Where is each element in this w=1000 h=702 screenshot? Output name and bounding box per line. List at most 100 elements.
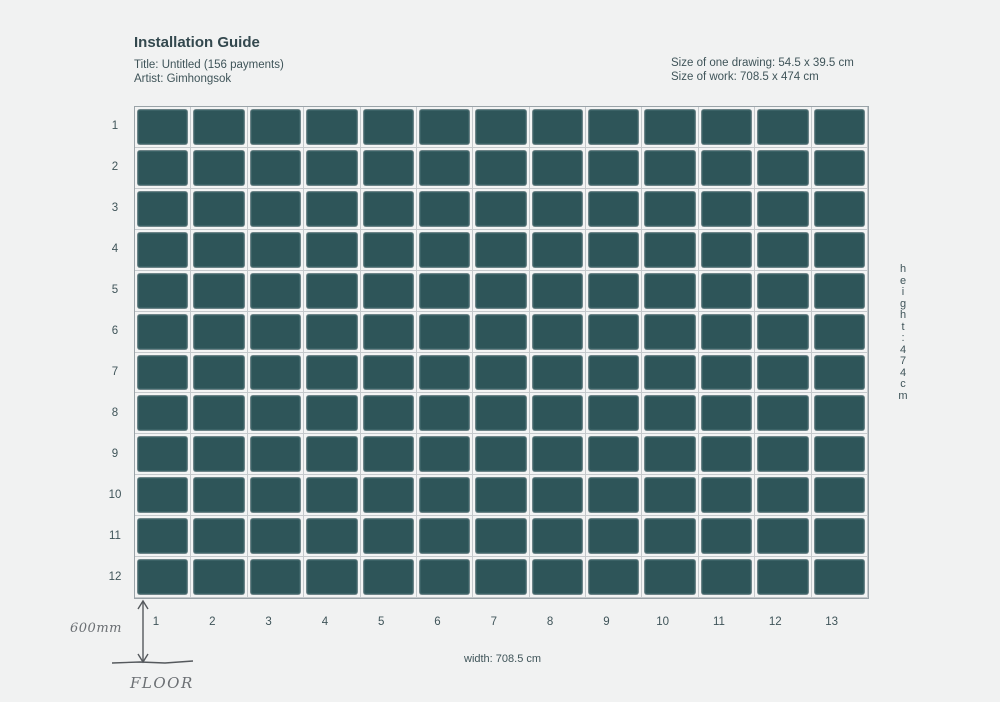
grid-cell [360,147,417,189]
drawing-panel [307,110,357,144]
drawing-panel [476,273,526,308]
drawing-panel [814,314,864,349]
drawing-panel [363,396,413,431]
grid-cell [698,229,756,271]
grid-cell [586,229,643,271]
drawing-panel [307,314,357,349]
drawing-panel [363,355,413,390]
grid-cell [642,270,699,312]
drawing-panel [701,314,752,349]
drawing-panel [532,396,583,431]
grid-cell [642,229,699,271]
drawing-panel [138,150,188,185]
grid-cell [473,229,530,271]
drawing-panel [194,478,244,513]
grid-cell [247,516,305,558]
drawing-panel [250,519,301,554]
grid-cell [755,393,812,435]
grid-cell [698,352,756,394]
grid-cell [586,188,643,230]
drawing-panel [138,396,188,431]
drawing-panel [476,150,526,185]
drawing-panel [194,314,244,349]
grid-cell [416,352,474,394]
row-number: 11 [109,530,121,543]
grid-cell [247,352,305,394]
grid-cell [247,270,305,312]
drawing-panel [363,273,413,308]
drawing-panel [307,437,357,472]
drawing-panel [758,396,808,431]
drawing-panel [814,273,864,308]
drawing-panel [419,110,470,144]
drawing-panel [476,560,526,594]
grid-cell [416,229,474,271]
drawing-panel [645,191,695,226]
drawing-panel [194,191,244,226]
grid-cell [529,188,587,230]
grid-cell [416,270,474,312]
drawing-panel [758,560,808,594]
grid-cell [304,557,361,598]
grid-cell [529,352,587,394]
drawing-panel [250,110,301,144]
grid-cell [247,434,305,476]
grid-cell [191,393,248,435]
offset-note: 600mm [70,621,122,636]
grid-cell [811,270,868,312]
drawing-panel [814,396,864,431]
grid-cell [473,516,530,558]
grid-cell [304,188,361,230]
grid-cell [247,147,305,189]
grid-cell [529,229,587,271]
row-number: 4 [111,242,119,255]
grid-cell [529,107,587,148]
drawing-panel [307,232,357,267]
row-number: 12 [108,571,122,584]
grid-cell [416,557,474,598]
grid-cell [191,229,248,271]
drawing-panel [758,314,808,349]
grid-cell [473,270,530,312]
drawing-panel [589,232,639,267]
grid-cell [135,311,192,353]
drawing-panel [532,560,583,594]
drawing-panel [701,396,752,431]
grid-cell [191,557,248,598]
drawing-panel [307,519,357,554]
drawing-panel [250,396,301,431]
grid-cell [135,188,192,230]
size-info: Size of one drawing: 54.5 x 39.5 cm Size… [671,56,854,84]
drawing-panel [814,355,864,390]
drawing-panel [363,191,413,226]
drawing-panel [363,232,413,267]
grid-cell [698,311,756,353]
grid-cell [135,475,192,517]
drawing-panel [532,110,583,144]
drawing-panel [250,150,301,185]
drawing-panel [307,478,357,513]
grid-cell [473,188,530,230]
grid-cell [191,270,248,312]
drawing-panel [701,478,752,513]
column-number: 13 [825,616,838,628]
drawing-panel [419,232,470,267]
drawing-panel [645,478,695,513]
grid-cell [811,107,868,148]
grid-cell [642,107,699,148]
column-number: 9 [603,616,610,628]
grid-cell [360,516,417,558]
grid-cell [529,516,587,558]
column-number: 5 [377,616,385,628]
drawing-panel [250,355,301,390]
grid-cell [191,311,248,353]
drawing-panel [194,437,244,472]
drawing-panel [138,191,188,226]
grid-cell [247,475,305,517]
work-info: Title: Untitled (156 payments) Artist: G… [134,58,284,86]
drawing-panel [194,232,244,267]
grid-cell [698,434,756,476]
grid-cell [755,270,812,312]
drawing-panel [307,396,357,431]
